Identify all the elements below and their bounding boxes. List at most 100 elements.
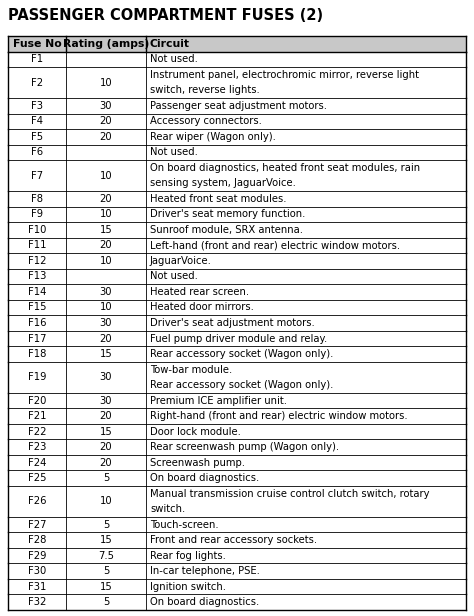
Text: F15: F15 [28,302,46,312]
Text: 10: 10 [100,78,112,87]
Text: 15: 15 [100,582,112,592]
Text: 20: 20 [100,442,112,452]
Text: Accessory connectors.: Accessory connectors. [150,116,262,126]
Text: 30: 30 [100,395,112,405]
Text: F27: F27 [28,520,46,530]
Text: Rear screenwash pump (Wagon only).: Rear screenwash pump (Wagon only). [150,442,339,452]
Text: F11: F11 [28,240,46,251]
Text: F16: F16 [28,318,46,328]
Text: Rear accessory socket (Wagon only).: Rear accessory socket (Wagon only). [150,349,333,359]
Text: Manual transmission cruise control clutch switch, rotary: Manual transmission cruise control clutc… [150,488,429,498]
Text: Tow-bar module.: Tow-bar module. [150,365,232,375]
Text: F29: F29 [28,551,46,561]
Text: 20: 20 [100,194,112,204]
Text: F20: F20 [28,395,46,405]
Text: 10: 10 [100,256,112,266]
Text: F23: F23 [28,442,46,452]
Text: F6: F6 [31,147,43,157]
Text: Front and rear accessory sockets.: Front and rear accessory sockets. [150,535,317,545]
Text: Driver's seat memory function.: Driver's seat memory function. [150,209,305,219]
Text: 15: 15 [100,535,112,545]
Text: F21: F21 [28,411,46,421]
Text: 5: 5 [103,473,109,483]
Text: Fuse No: Fuse No [13,39,61,49]
Text: switch.: switch. [150,504,185,514]
Text: 30: 30 [100,318,112,328]
Text: Not used.: Not used. [150,272,198,282]
Text: F17: F17 [28,333,46,344]
Text: Ignition switch.: Ignition switch. [150,582,226,592]
Text: Sunroof module, SRX antenna.: Sunroof module, SRX antenna. [150,225,303,235]
Text: 5: 5 [103,520,109,530]
Text: sensing system, JaguarVoice.: sensing system, JaguarVoice. [150,179,296,188]
Text: Rating (amps): Rating (amps) [63,39,149,49]
Text: F19: F19 [28,372,46,383]
Text: 10: 10 [100,171,112,180]
Text: Rear wiper (Wagon only).: Rear wiper (Wagon only). [150,132,276,142]
Text: 20: 20 [100,116,112,126]
Text: F4: F4 [31,116,43,126]
Text: F3: F3 [31,101,43,111]
Text: In-car telephone, PSE.: In-car telephone, PSE. [150,566,260,576]
Text: Right-hand (front and rear) electric window motors.: Right-hand (front and rear) electric win… [150,411,408,421]
Text: Rear accessory socket (Wagon only).: Rear accessory socket (Wagon only). [150,380,333,390]
Text: Not used.: Not used. [150,54,198,64]
Text: On board diagnostics.: On board diagnostics. [150,598,259,607]
Text: 20: 20 [100,240,112,251]
Text: switch, reverse lights.: switch, reverse lights. [150,85,260,95]
Text: Passenger seat adjustment motors.: Passenger seat adjustment motors. [150,101,327,111]
Text: Left-hand (front and rear) electric window motors.: Left-hand (front and rear) electric wind… [150,240,400,251]
Text: 30: 30 [100,372,112,383]
Text: F2: F2 [31,78,43,87]
Text: F10: F10 [28,225,46,235]
Text: F14: F14 [28,287,46,297]
Text: 7.5: 7.5 [98,551,114,561]
Text: On board diagnostics.: On board diagnostics. [150,473,259,483]
Text: 15: 15 [100,225,112,235]
Text: F24: F24 [28,458,46,468]
Text: Not used.: Not used. [150,147,198,157]
Text: Driver's seat adjustment motors.: Driver's seat adjustment motors. [150,318,315,328]
Text: 10: 10 [100,496,112,506]
Text: On board diagnostics, heated front seat modules, rain: On board diagnostics, heated front seat … [150,163,420,173]
Text: F12: F12 [28,256,46,266]
Text: F30: F30 [28,566,46,576]
Bar [8,36,466,52]
Text: F25: F25 [28,473,46,483]
Text: F1: F1 [31,54,43,64]
Text: Screenwash pump.: Screenwash pump. [150,458,245,468]
Text: Rear fog lights.: Rear fog lights. [150,551,226,561]
Text: F26: F26 [28,496,46,506]
Text: 20: 20 [100,132,112,142]
Text: 10: 10 [100,302,112,312]
Text: 30: 30 [100,101,112,111]
Text: F31: F31 [28,582,46,592]
Text: Instrument panel, electrochromic mirror, reverse light: Instrument panel, electrochromic mirror,… [150,70,419,80]
Text: Premium ICE amplifier unit.: Premium ICE amplifier unit. [150,395,287,405]
Text: F8: F8 [31,194,43,204]
Text: F32: F32 [28,598,46,607]
Text: 20: 20 [100,411,112,421]
Text: F5: F5 [31,132,43,142]
Text: Heated rear screen.: Heated rear screen. [150,287,249,297]
Text: JaguarVoice.: JaguarVoice. [150,256,212,266]
Text: F7: F7 [31,171,43,180]
Text: 30: 30 [100,287,112,297]
Text: 20: 20 [100,458,112,468]
Text: Heated front seat modules.: Heated front seat modules. [150,194,286,204]
Text: Fuel pump driver module and relay.: Fuel pump driver module and relay. [150,333,327,344]
Text: Circuit: Circuit [150,39,190,49]
Text: 15: 15 [100,349,112,359]
Text: 10: 10 [100,209,112,219]
Text: Door lock module.: Door lock module. [150,427,241,437]
Text: F28: F28 [28,535,46,545]
Text: F22: F22 [28,427,46,437]
Text: F18: F18 [28,349,46,359]
Text: Heated door mirrors.: Heated door mirrors. [150,302,254,312]
Text: F9: F9 [31,209,43,219]
Text: 20: 20 [100,333,112,344]
Text: 15: 15 [100,427,112,437]
Text: F13: F13 [28,272,46,282]
Text: PASSENGER COMPARTMENT FUSES (2): PASSENGER COMPARTMENT FUSES (2) [8,8,323,23]
Text: Touch-screen.: Touch-screen. [150,520,219,530]
